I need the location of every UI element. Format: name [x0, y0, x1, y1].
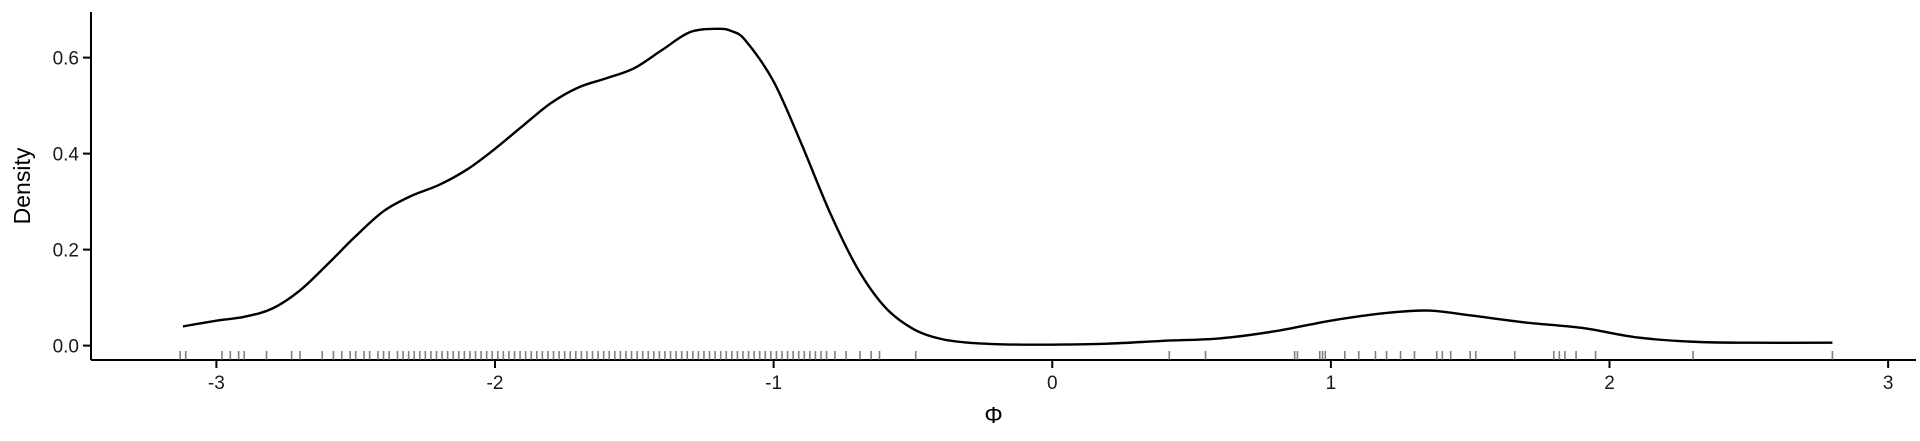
- x-tick-label: -1: [765, 373, 782, 394]
- density-curve: [182, 27, 1833, 346]
- y-tick-label: 0.6: [53, 49, 79, 70]
- x-tick-label: 1: [1326, 373, 1337, 394]
- x-tick-label: -2: [487, 373, 504, 394]
- x-axis-title: Φ: [984, 402, 1002, 428]
- y-tick-label: 0.2: [53, 241, 79, 262]
- x-tick-label: 3: [1883, 373, 1894, 394]
- y-tick-label: 0.0: [53, 337, 79, 358]
- x-tick-label: -3: [208, 373, 225, 394]
- y-axis: 0.0 0.2 0.4 0.6: [53, 12, 92, 360]
- y-axis-title: Density: [9, 147, 35, 224]
- y-tick-label: 0.4: [53, 145, 80, 166]
- x-tick-label: 2: [1604, 373, 1615, 394]
- x-axis: -3 -2 -1 0 1 2 3: [91, 359, 1916, 394]
- x-tick-label: 0: [1047, 373, 1058, 394]
- rug-marks: [179, 351, 1834, 360]
